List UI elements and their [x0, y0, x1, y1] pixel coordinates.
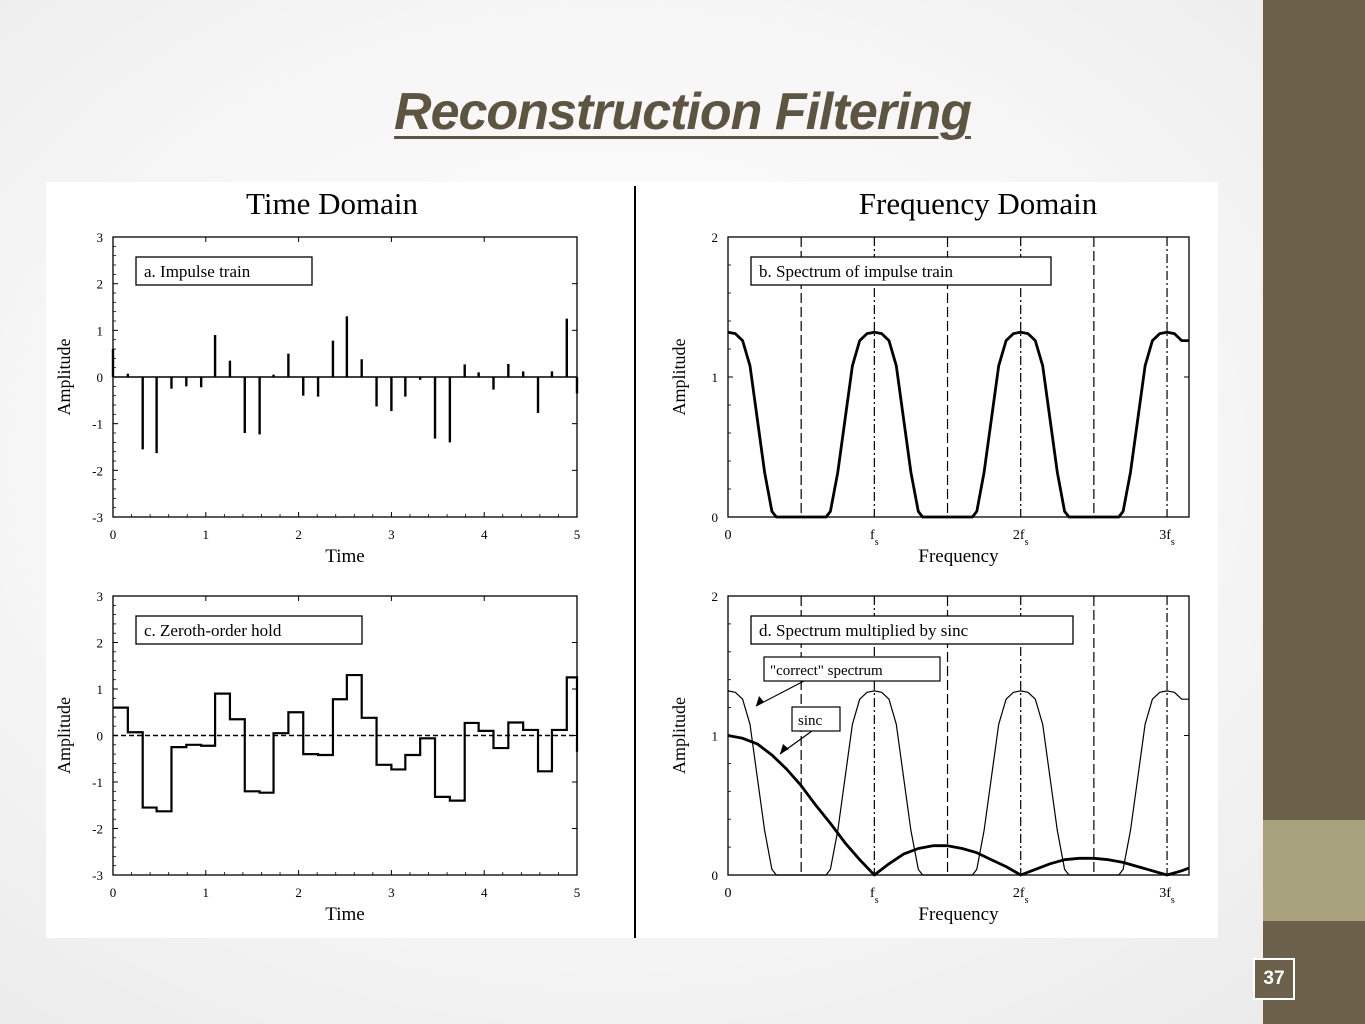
- spectrum-curve: [727, 330, 1189, 519]
- chart-impulse-train: 3 2 1 0 -1 -2 -3 0 1 2 3 4 5 Time Amplitude a. Impulse …: [54, 230, 580, 567]
- x-tick-subscript: s: [1025, 895, 1029, 906]
- y-axis-label: Amplitude: [669, 338, 689, 415]
- x-tick-label: 5: [574, 527, 581, 542]
- y-tick-label: -2: [92, 822, 103, 837]
- panel-label-box: [135, 615, 363, 645]
- annotation-sinc: sinc: [798, 713, 823, 729]
- annotation-correct-spectrum: "correct" spectrum: [770, 663, 883, 679]
- x-tick-subscript: s: [1171, 537, 1175, 548]
- x-tick-subscript: s: [1025, 537, 1029, 548]
- annotation-box: [763, 656, 941, 682]
- y-tick-label: 0: [712, 510, 719, 525]
- y-tick-label: 1: [97, 323, 104, 338]
- x-tick-label: 4: [481, 527, 488, 542]
- x-tick-label: fs: [870, 528, 879, 548]
- figure-panel: Time Domain Frequency Domain 3 2 1 0 -1 -2 -3 0…: [46, 182, 1218, 938]
- annotation-box: [791, 706, 841, 732]
- x-tick-label: 1: [203, 885, 210, 900]
- x-tick-subscript: s: [1171, 895, 1175, 906]
- panel-label: b. Spectrum of impulse train: [759, 262, 954, 281]
- y-tick-label: 2: [97, 277, 104, 292]
- x-tick-label: 3fs: [1159, 886, 1175, 906]
- x-tick-label: 2: [295, 885, 302, 900]
- y-tick-label: 0: [97, 729, 104, 744]
- x-tick-label: fs: [870, 886, 879, 906]
- x-tick-label: 2fs: [1013, 528, 1029, 548]
- panel-label: d. Spectrum multiplied by sinc: [759, 621, 969, 640]
- y-tick-label: 1: [97, 682, 104, 697]
- correct-spectrum-curve: [727, 690, 1189, 876]
- y-tick-label: 0: [712, 868, 719, 883]
- panel-label-box: [135, 256, 313, 286]
- slide-number: 37: [1253, 958, 1295, 1000]
- annotation-arrow: [755, 680, 805, 707]
- x-axis-label: Frequency: [918, 904, 999, 925]
- y-tick-label: -3: [92, 510, 103, 525]
- slide-title: Reconstruction Filtering: [394, 83, 972, 141]
- y-axis-label: Amplitude: [669, 697, 689, 774]
- x-axis-label: Time: [325, 904, 364, 925]
- x-tick-label: 2fs: [1013, 886, 1029, 906]
- y-tick-label: -3: [92, 868, 103, 883]
- y-axis-label: Amplitude: [54, 697, 74, 774]
- x-tick-label: 3: [388, 885, 395, 900]
- x-tick-label: 0: [110, 885, 117, 900]
- time-domain-heading: Time Domain: [246, 186, 418, 221]
- y-tick-label: 3: [97, 589, 104, 604]
- panel-label: c. Zeroth-order hold: [144, 621, 282, 640]
- figure-svg: Time Domain Frequency Domain 3 2 1 0 -1 -2 -3 0…: [54, 186, 1190, 938]
- frequency-domain-heading: Frequency Domain: [859, 186, 1098, 221]
- y-tick-label: -1: [92, 417, 103, 432]
- y-tick-label: 0: [97, 370, 104, 385]
- y-tick-label: 1: [712, 370, 719, 385]
- chart-zeroth-order-hold: 3 2 1 0 -1 -2 -3 0 1 2 3 4 5 Time Amplitude c. Zeroth-o…: [54, 589, 580, 925]
- x-tick-label: 2: [295, 527, 302, 542]
- y-tick-label: -2: [92, 463, 103, 478]
- x-tick-label: 3: [388, 527, 395, 542]
- panel-label-box: [750, 256, 1052, 286]
- x-tick-label: 0: [110, 527, 117, 542]
- x-tick-label: 1: [203, 527, 210, 542]
- x-axis-label: Time: [325, 546, 364, 567]
- x-tick-label: 0: [725, 886, 732, 901]
- sidebar-accent-block: [1263, 820, 1365, 921]
- y-tick-label: 2: [712, 230, 719, 245]
- sinc-curve: [727, 734, 1190, 877]
- x-axis-label: Frequency: [918, 546, 999, 567]
- y-tick-label: 2: [712, 589, 719, 604]
- y-axis-label: Amplitude: [54, 338, 74, 415]
- x-tick-label: 4: [481, 885, 488, 900]
- panel-label: a. Impulse train: [144, 262, 251, 281]
- panel-label-box: [750, 615, 1074, 645]
- x-tick-subscript: s: [875, 537, 879, 548]
- chart-spectrum-multiplied-sinc: 2 1 00 fs 2fs 3fs Frequency Amplitude d. Spectru…: [669, 589, 1190, 925]
- y-tick-label: 2: [97, 636, 104, 651]
- y-tick-label: 3: [97, 230, 104, 245]
- x-tick-label: 3fs: [1159, 528, 1175, 548]
- x-tick-label: 0: [725, 528, 732, 543]
- chart-spectrum-impulse-train: 2 1 00 fs 2fs 3fs Frequency Amplitude b. Spectru…: [669, 230, 1190, 567]
- arrow-head-icon: [756, 696, 764, 706]
- y-tick-label: 1: [712, 729, 719, 744]
- zeroth-order-hold-line: [113, 673, 579, 813]
- arrow-head-icon: [780, 744, 789, 754]
- x-tick-label: 5: [574, 885, 581, 900]
- y-tick-label: -1: [92, 775, 103, 790]
- x-tick-subscript: s: [875, 895, 879, 906]
